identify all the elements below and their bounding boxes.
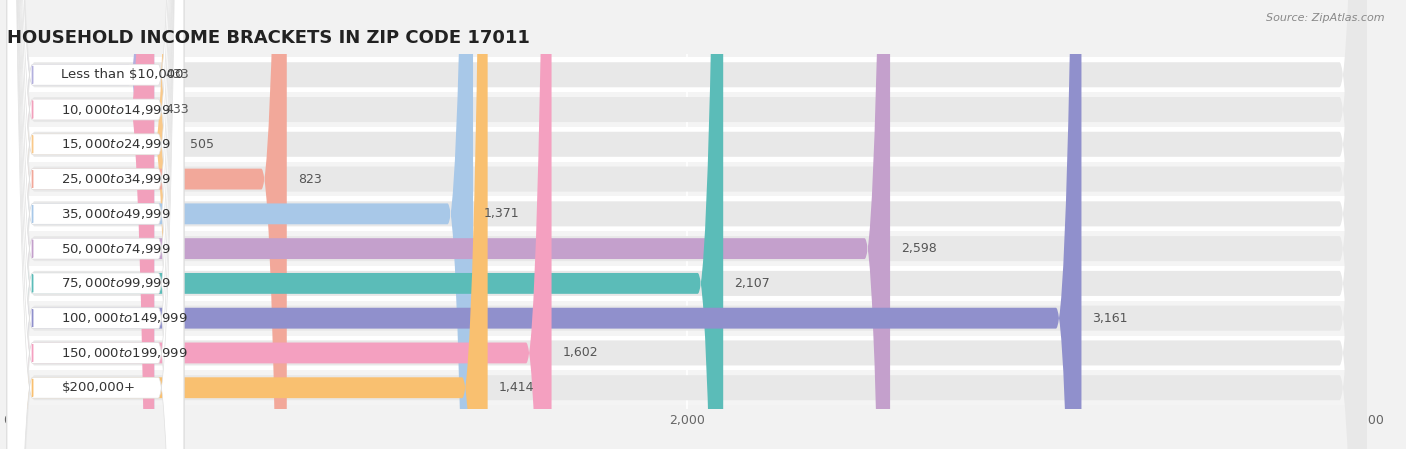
- FancyBboxPatch shape: [7, 0, 184, 449]
- FancyBboxPatch shape: [7, 0, 723, 449]
- FancyBboxPatch shape: [7, 0, 184, 449]
- Bar: [7, 335, 1367, 370]
- FancyBboxPatch shape: [7, 0, 184, 449]
- Bar: [7, 301, 1367, 335]
- FancyBboxPatch shape: [7, 0, 1367, 449]
- FancyBboxPatch shape: [7, 0, 1367, 449]
- FancyBboxPatch shape: [7, 0, 184, 449]
- Text: $150,000 to $199,999: $150,000 to $199,999: [62, 346, 188, 360]
- Text: $10,000 to $14,999: $10,000 to $14,999: [62, 102, 172, 117]
- Text: $100,000 to $149,999: $100,000 to $149,999: [62, 311, 188, 325]
- Text: 433: 433: [165, 103, 188, 116]
- FancyBboxPatch shape: [7, 0, 1367, 449]
- Text: 2,107: 2,107: [734, 277, 770, 290]
- FancyBboxPatch shape: [7, 0, 184, 449]
- Bar: [7, 57, 1367, 92]
- FancyBboxPatch shape: [7, 0, 184, 449]
- Bar: [7, 370, 1367, 405]
- Bar: [7, 231, 1367, 266]
- Text: 505: 505: [190, 138, 214, 151]
- Bar: [7, 127, 1367, 162]
- Text: $50,000 to $74,999: $50,000 to $74,999: [62, 242, 172, 255]
- Text: 3,161: 3,161: [1092, 312, 1128, 325]
- FancyBboxPatch shape: [7, 0, 184, 449]
- FancyBboxPatch shape: [7, 0, 1367, 449]
- Bar: [7, 92, 1367, 127]
- Text: 1,602: 1,602: [562, 347, 598, 360]
- Text: 1,371: 1,371: [484, 207, 520, 220]
- Text: 1,414: 1,414: [499, 381, 534, 394]
- Text: $15,000 to $24,999: $15,000 to $24,999: [62, 137, 172, 151]
- Text: 433: 433: [165, 68, 188, 81]
- FancyBboxPatch shape: [7, 0, 184, 449]
- Text: 2,598: 2,598: [901, 242, 936, 255]
- FancyBboxPatch shape: [7, 0, 472, 449]
- FancyBboxPatch shape: [7, 0, 1367, 449]
- FancyBboxPatch shape: [7, 0, 1367, 449]
- Bar: [7, 162, 1367, 197]
- FancyBboxPatch shape: [7, 0, 184, 449]
- FancyBboxPatch shape: [7, 0, 1367, 449]
- Text: $200,000+: $200,000+: [62, 381, 135, 394]
- Text: $75,000 to $99,999: $75,000 to $99,999: [62, 277, 172, 291]
- Text: 823: 823: [298, 172, 322, 185]
- FancyBboxPatch shape: [7, 0, 1081, 449]
- Text: $35,000 to $49,999: $35,000 to $49,999: [62, 207, 172, 221]
- FancyBboxPatch shape: [7, 0, 179, 449]
- FancyBboxPatch shape: [7, 0, 1367, 449]
- FancyBboxPatch shape: [7, 0, 488, 449]
- Bar: [7, 266, 1367, 301]
- FancyBboxPatch shape: [7, 0, 184, 449]
- FancyBboxPatch shape: [7, 0, 287, 449]
- Text: HOUSEHOLD INCOME BRACKETS IN ZIP CODE 17011: HOUSEHOLD INCOME BRACKETS IN ZIP CODE 17…: [7, 29, 530, 47]
- Text: Less than $10,000: Less than $10,000: [62, 68, 184, 81]
- Bar: [7, 197, 1367, 231]
- Text: $25,000 to $34,999: $25,000 to $34,999: [62, 172, 172, 186]
- FancyBboxPatch shape: [7, 0, 155, 449]
- FancyBboxPatch shape: [7, 0, 551, 449]
- FancyBboxPatch shape: [7, 0, 1367, 449]
- Text: Source: ZipAtlas.com: Source: ZipAtlas.com: [1267, 13, 1385, 23]
- FancyBboxPatch shape: [7, 0, 890, 449]
- FancyBboxPatch shape: [7, 0, 1367, 449]
- FancyBboxPatch shape: [7, 0, 155, 449]
